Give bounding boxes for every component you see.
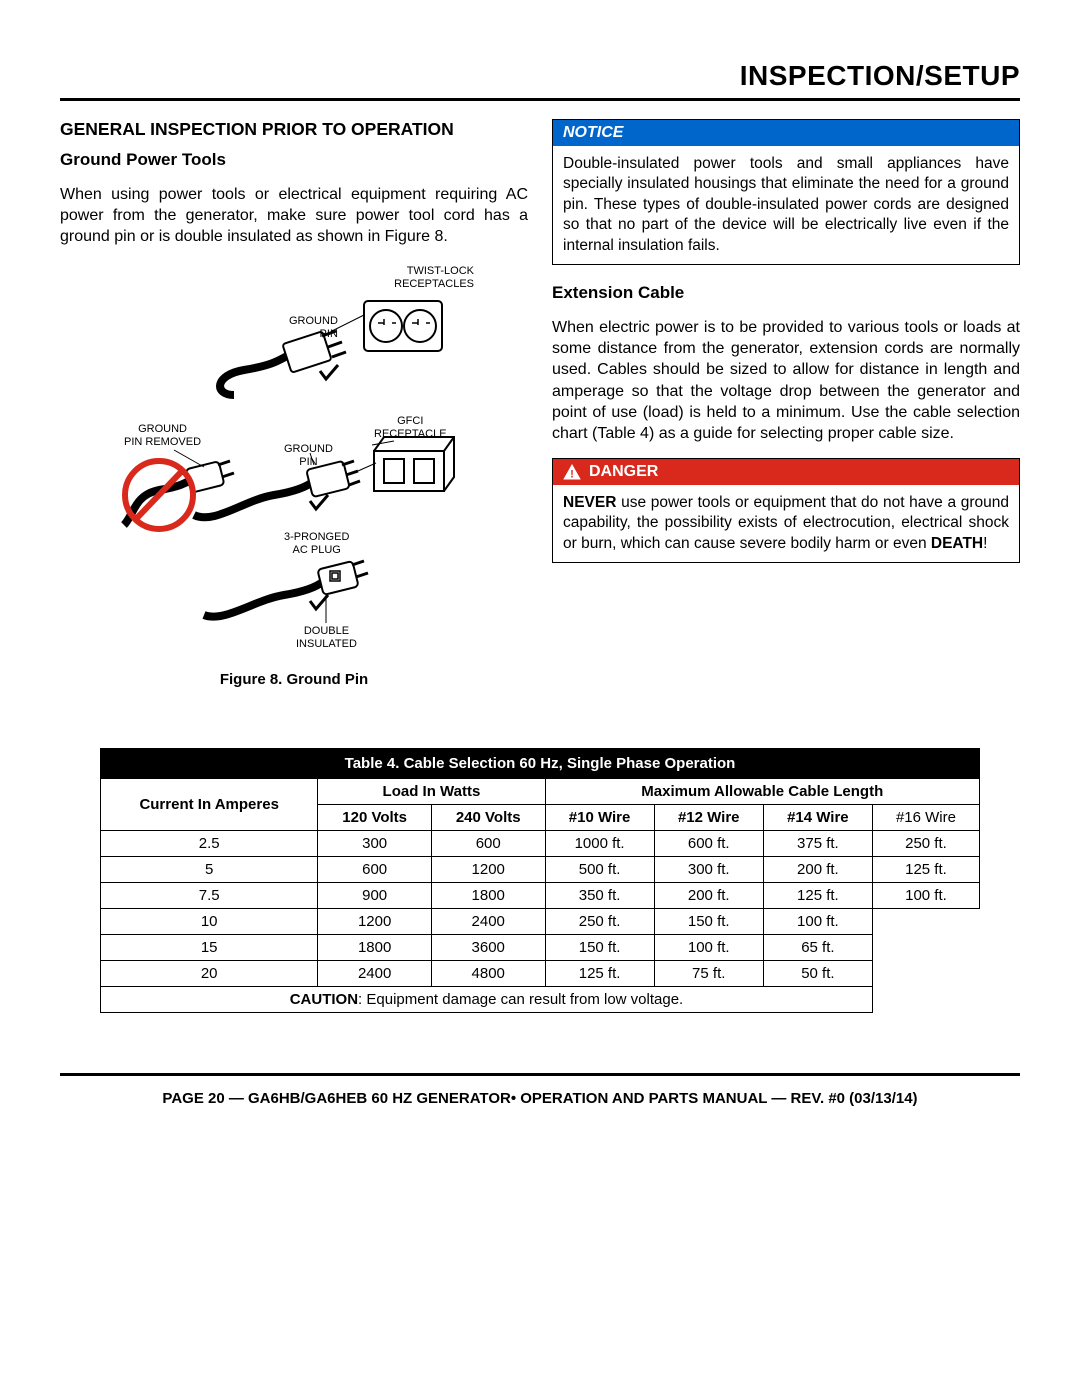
warning-icon: !: [563, 464, 581, 480]
table-cell: 125 ft.: [545, 961, 654, 987]
table-row: 7.59001800350 ft.200 ft.125 ft.100 ft.: [101, 883, 980, 909]
left-column: GENERAL INSPECTION PRIOR TO OPERATION Gr…: [60, 119, 528, 688]
caution-text: : Equipment damage can result from low v…: [358, 991, 683, 1008]
table-cell: 150 ft.: [545, 935, 654, 961]
label-twist-lock: TWIST-LOCK RECEPTACLES: [394, 265, 474, 290]
th-240v: 240 Volts: [431, 805, 545, 831]
table-cell: 300 ft.: [654, 857, 763, 883]
table-cell: 3600: [431, 935, 545, 961]
table-cell: 15: [101, 935, 318, 961]
th-120v: 120 Volts: [318, 805, 432, 831]
label-gfci: GFCI RECEPTACLE: [374, 415, 447, 440]
extension-paragraph: When electric power is to be provided to…: [552, 317, 1020, 444]
table-cell: 2.5: [101, 831, 318, 857]
page-title: INSPECTION/SETUP: [60, 60, 1020, 92]
caution-cell: CAUTION: Equipment damage can result fro…: [101, 987, 873, 1013]
table-cell: 1800: [318, 935, 432, 961]
table-cell: 200 ft.: [654, 883, 763, 909]
danger-body: NEVER use power tools or equipment that …: [553, 485, 1019, 562]
figure-8: TWIST-LOCK RECEPTACLES GROUND PIN GFCI R…: [60, 265, 528, 688]
th-current: Current In Amperes: [101, 779, 318, 831]
th-w14: #14 Wire: [763, 805, 872, 831]
table-cell: 1000 ft.: [545, 831, 654, 857]
table-cell: 20: [101, 961, 318, 987]
th-w16: #16 Wire: [872, 805, 979, 831]
table-cell: 10: [101, 909, 318, 935]
table-cell: 100 ft.: [872, 883, 979, 909]
two-column-layout: GENERAL INSPECTION PRIOR TO OPERATION Gr…: [60, 119, 1020, 688]
danger-box: ! DANGER NEVER use power tools or equipm…: [552, 458, 1020, 563]
table-cell: 125 ft.: [763, 883, 872, 909]
table-cell: [872, 961, 979, 987]
table-row: 2.53006001000 ft.600 ft.375 ft.250 ft.: [101, 831, 980, 857]
caution-label: CAUTION: [290, 991, 358, 1008]
table-cell: 200 ft.: [763, 857, 872, 883]
table-cell: 250 ft.: [872, 831, 979, 857]
table-cell: 50 ft.: [763, 961, 872, 987]
table-cell: [872, 935, 979, 961]
table-cell: [872, 909, 979, 935]
table-cell: 75 ft.: [654, 961, 763, 987]
table-cell: 1800: [431, 883, 545, 909]
th-w12: #12 Wire: [654, 805, 763, 831]
table-cell: 600: [318, 857, 432, 883]
table-cell: 500 ft.: [545, 857, 654, 883]
ground-tools-paragraph: When using power tools or electrical equ…: [60, 184, 528, 247]
table-cell: 1200: [431, 857, 545, 883]
table-cell: 600: [431, 831, 545, 857]
table-cell: 7.5: [101, 883, 318, 909]
table-row: 2024004800125 ft.75 ft.50 ft.: [101, 961, 980, 987]
svg-text:!: !: [570, 468, 574, 480]
section-heading: GENERAL INSPECTION PRIOR TO OPERATION: [60, 119, 528, 140]
label-ground-pin-top: GROUND PIN: [289, 315, 338, 340]
table-cell: 375 ft.: [763, 831, 872, 857]
danger-never: NEVER: [563, 494, 616, 511]
th-max: Maximum Allowable Cable Length: [545, 779, 979, 805]
table-cell: 900: [318, 883, 432, 909]
table-cell: 1200: [318, 909, 432, 935]
empty-cell: [872, 987, 979, 1013]
ground-pin-diagram: TWIST-LOCK RECEPTACLES GROUND PIN GFCI R…: [114, 265, 474, 665]
table-4-wrap: Table 4. Cable Selection 60 Hz, Single P…: [60, 748, 1020, 1013]
table-cell: 2400: [318, 961, 432, 987]
th-w10: #10 Wire: [545, 805, 654, 831]
danger-excl: !: [983, 535, 987, 552]
table-cell: 600 ft.: [654, 831, 763, 857]
table-cell: 100 ft.: [654, 935, 763, 961]
table-cell: 125 ft.: [872, 857, 979, 883]
danger-death: DEATH: [931, 535, 983, 552]
label-double-insulated: DOUBLE INSULATED: [296, 625, 357, 650]
footer-text: PAGE 20 — GA6HB/GA6HEB 60 HZ GENERATOR• …: [60, 1090, 1020, 1107]
figure-caption: Figure 8. Ground Pin: [60, 671, 528, 688]
notice-body: Double-insulated power tools and small a…: [553, 146, 1019, 264]
footer-rule: [60, 1073, 1020, 1076]
table-cell: 100 ft.: [763, 909, 872, 935]
table-row: 56001200500 ft.300 ft.200 ft.125 ft.: [101, 857, 980, 883]
sub-heading-extension: Extension Cable: [552, 283, 1020, 303]
danger-header: ! DANGER: [553, 459, 1019, 485]
notice-header: NOTICE: [553, 120, 1019, 146]
table-row: 1012002400250 ft.150 ft.100 ft.: [101, 909, 980, 935]
table-cell: 300: [318, 831, 432, 857]
table-cell: 5: [101, 857, 318, 883]
notice-box: NOTICE Double-insulated power tools and …: [552, 119, 1020, 265]
th-load: Load In Watts: [318, 779, 545, 805]
sub-heading-ground-tools: Ground Power Tools: [60, 150, 528, 170]
table-cell: 65 ft.: [763, 935, 872, 961]
table-cell: 350 ft.: [545, 883, 654, 909]
table-cell: 2400: [431, 909, 545, 935]
danger-label: DANGER: [589, 463, 658, 481]
label-ground-pin-mid: GROUND PIN: [284, 443, 333, 468]
table-cell: 4800: [431, 961, 545, 987]
right-column: NOTICE Double-insulated power tools and …: [552, 119, 1020, 688]
title-rule: [60, 98, 1020, 101]
label-three-prong: 3-PRONGED AC PLUG: [284, 531, 349, 556]
cable-selection-table: Table 4. Cable Selection 60 Hz, Single P…: [100, 748, 980, 1013]
table-cell: 150 ft.: [654, 909, 763, 935]
table-row: 1518003600150 ft.100 ft.65 ft.: [101, 935, 980, 961]
label-ground-removed: GROUND PIN REMOVED: [124, 423, 201, 448]
table-title: Table 4. Cable Selection 60 Hz, Single P…: [101, 749, 980, 779]
table-cell: 250 ft.: [545, 909, 654, 935]
